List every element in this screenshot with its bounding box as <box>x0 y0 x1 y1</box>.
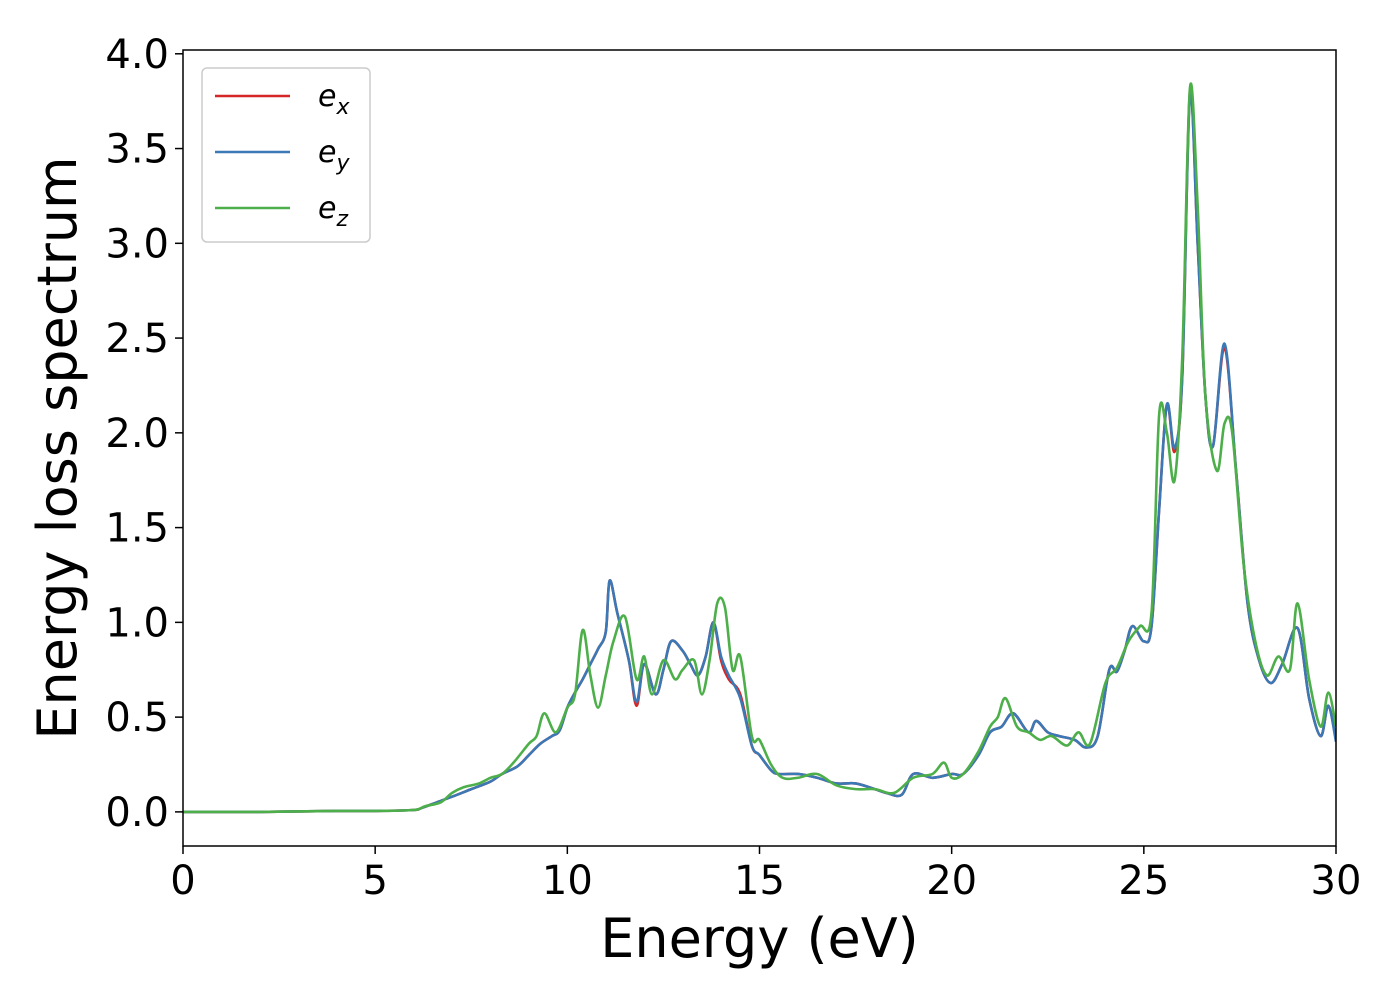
legend-box <box>201 67 371 243</box>
x-tick-label: 0 <box>170 858 195 904</box>
y-axis-ticks: 0.0 0.5 1.0 1.5 2.0 2.5 3.0 3.5 4.0 <box>105 32 183 836</box>
x-tick-label: 30 <box>1311 858 1362 904</box>
series-line-z <box>183 82 1336 814</box>
legend-label: ex <box>318 79 350 120</box>
x-tick-label: 25 <box>1118 858 1169 904</box>
y-tick-label: 2.0 <box>105 411 169 457</box>
y-tick-label: 0.0 <box>105 790 169 836</box>
y-tick-label: 3.5 <box>105 127 169 173</box>
series-layer <box>183 82 1336 814</box>
y-tick-label: 1.0 <box>105 600 169 646</box>
legend-item-ez: ez <box>215 191 348 232</box>
y-tick-label: 2.5 <box>105 316 169 362</box>
x-tick-label: 5 <box>362 858 387 904</box>
x-tick-label: 15 <box>734 858 785 904</box>
y-tick-label: 4.0 <box>105 32 169 78</box>
y-tick-label: 1.5 <box>105 506 169 552</box>
y-tick-label: 0.5 <box>105 695 169 741</box>
y-axis-label: Energy loss spectrum <box>26 156 89 739</box>
x-axis-ticks: 0 5 10 15 20 25 30 <box>170 846 1361 904</box>
x-axis-label: Energy (eV) <box>600 907 919 970</box>
y-tick-label: 3.0 <box>105 221 169 267</box>
legend-item-ex: ex <box>215 79 350 120</box>
x-tick-label: 10 <box>542 858 593 904</box>
legend-label: ey <box>318 135 350 176</box>
x-tick-label: 20 <box>926 858 977 904</box>
legend-item-ey: ey <box>215 135 350 176</box>
legend-label: ez <box>318 191 348 232</box>
legend: ex ey ez <box>201 67 371 243</box>
